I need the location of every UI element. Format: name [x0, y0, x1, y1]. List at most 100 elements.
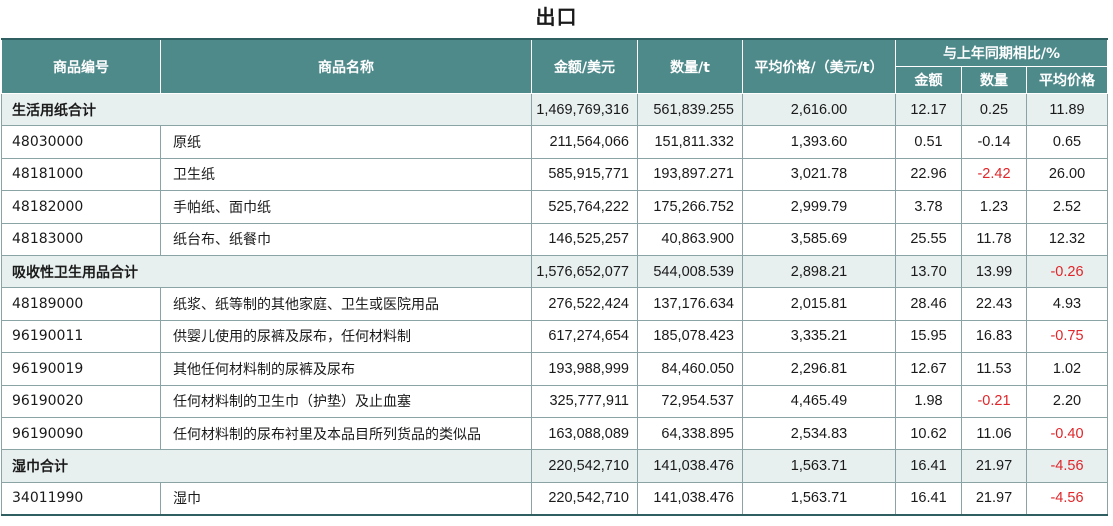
yoy-quantity: 11.53	[961, 352, 1027, 386]
avg-price: 3,021.78	[742, 157, 896, 192]
yoy-quantity: 11.06	[961, 416, 1027, 451]
yoy-avg-price: 1.02	[1025, 352, 1109, 386]
yoy-amount: 12.17	[895, 92, 962, 127]
avg-price: 3,335.21	[742, 319, 896, 354]
quantity-t: 72,954.537	[637, 384, 743, 418]
amount-usd: 325,777,911	[531, 384, 638, 418]
yoy-amount: 1.98	[895, 384, 962, 418]
header-amount: 金额/美元	[531, 38, 638, 94]
yoy-avg-price: -0.26	[1025, 254, 1109, 289]
header-name: 商品名称	[160, 38, 532, 94]
yoy-amount: 28.46	[895, 287, 962, 321]
amount-usd: 1,576,652,077	[531, 254, 638, 289]
commodity-name: 其他任何材料制的尿裤及尿布	[160, 352, 532, 386]
export-table: 商品编号 商品名称 金额/美元 数量/t 平均价格/（美元/t） 与上年同期相比…	[1, 38, 1109, 517]
yoy-quantity: -2.42	[961, 157, 1027, 192]
yoy-amount: 25.55	[895, 222, 962, 256]
yoy-avg-price: -0.40	[1025, 416, 1109, 451]
avg-price: 1,563.71	[742, 481, 896, 517]
yoy-amount: 12.67	[895, 352, 962, 386]
yoy-quantity: 16.83	[961, 319, 1027, 354]
table-row: 96190020 任何材料制的卫生巾（护垫）及止血塞 325,777,911 72,9…	[1, 384, 1109, 418]
table-row: 96190019 其他任何材料制的尿裤及尿布 193,988,999 84,460.0…	[1, 352, 1109, 386]
table-row: 48181000 卫生纸 585,915,771 193,897.271 3,021.7…	[1, 157, 1109, 192]
quantity-t: 137,176.634	[637, 287, 743, 321]
quantity-t: 544,008.539	[637, 254, 743, 289]
yoy-avg-price: -4.56	[1025, 449, 1109, 483]
yoy-avg-price: -0.75	[1025, 319, 1109, 354]
amount-usd: 146,525,257	[531, 222, 638, 256]
avg-price: 2,898.21	[742, 254, 896, 289]
yoy-quantity: 11.78	[961, 222, 1027, 256]
amount-usd: 220,542,710	[531, 449, 638, 483]
commodity-code: 96190090	[1, 416, 161, 451]
avg-price: 2,534.83	[742, 416, 896, 451]
yoy-quantity: -0.21	[961, 384, 1027, 418]
header-yoy-amount: 金额	[895, 66, 962, 94]
yoy-quantity: 0.25	[961, 92, 1027, 127]
commodity-code: 96190020	[1, 384, 161, 418]
commodity-code: 34011990	[1, 481, 161, 517]
page-title: 出口	[535, 5, 578, 29]
yoy-quantity: 21.97	[961, 449, 1027, 483]
table-row: 34011990 湿巾 220,542,710 141,038.476 1,563.71…	[1, 481, 1109, 517]
yoy-amount: 22.96	[895, 157, 962, 192]
header-code: 商品编号	[1, 38, 161, 94]
amount-usd: 211,564,066	[531, 125, 638, 159]
header-yoy-avg-price: 平均价格	[1025, 66, 1109, 94]
amount-usd: 585,915,771	[531, 157, 638, 192]
amount-usd: 525,764,222	[531, 190, 638, 224]
quantity-t: 561,839.255	[637, 92, 743, 127]
quantity-t: 151,811.332	[637, 125, 743, 159]
quantity-t: 64,338.895	[637, 416, 743, 451]
avg-price: 1,393.60	[742, 125, 896, 159]
group-total-name: 生活用纸合计	[1, 92, 532, 127]
commodity-name: 原纸	[160, 125, 532, 159]
yoy-avg-price: 2.52	[1025, 190, 1109, 224]
yoy-amount: 16.41	[895, 481, 962, 517]
yoy-avg-price: 4.93	[1025, 287, 1109, 321]
yoy-avg-price: 26.00	[1025, 157, 1109, 192]
table-total-row: 湿巾合计 220,542,710 141,038.476 1,563.71 16.41 2…	[1, 449, 1109, 483]
table-row: 48189000 纸浆、纸等制的其他家庭、卫生或医院用品 276,522,424 13…	[1, 287, 1109, 321]
avg-price: 1,563.71	[742, 449, 896, 483]
quantity-t: 40,863.900	[637, 222, 743, 256]
commodity-name: 湿巾	[160, 481, 532, 517]
yoy-quantity: 1.23	[961, 190, 1027, 224]
commodity-code: 48183000	[1, 222, 161, 256]
commodity-name: 手帕纸、面巾纸	[160, 190, 532, 224]
amount-usd: 617,274,654	[531, 319, 638, 354]
amount-usd: 220,542,710	[531, 481, 638, 517]
yoy-quantity: 22.43	[961, 287, 1027, 321]
commodity-name: 纸台布、纸餐巾	[160, 222, 532, 256]
yoy-amount: 0.51	[895, 125, 962, 159]
table-total-row: 生活用纸合计 1,469,769,316 561,839.255 2,616.00 12…	[1, 92, 1109, 127]
commodity-code: 48182000	[1, 190, 161, 224]
amount-usd: 193,988,999	[531, 352, 638, 386]
yoy-amount: 15.95	[895, 319, 962, 354]
avg-price: 2,015.81	[742, 287, 896, 321]
commodity-code: 48030000	[1, 125, 161, 159]
header-avg-price: 平均价格/（美元/t）	[742, 38, 896, 94]
group-total-name: 吸收性卫生用品合计	[1, 254, 532, 289]
amount-usd: 1,469,769,316	[531, 92, 638, 127]
yoy-quantity: -0.14	[961, 125, 1027, 159]
commodity-name: 任何材料制的尿布衬里及本品目所列货品的类似品	[160, 416, 532, 451]
amount-usd: 276,522,424	[531, 287, 638, 321]
yoy-quantity: 21.97	[961, 481, 1027, 517]
quantity-t: 193,897.271	[637, 157, 743, 192]
header-yoy-quantity: 数量	[961, 66, 1027, 94]
yoy-amount: 3.78	[895, 190, 962, 224]
table-row: 96190090 任何材料制的尿布衬里及本品目所列货品的类似品 163,088,08…	[1, 416, 1109, 451]
table-row: 48030000 原纸 211,564,066 151,811.332 1,393.60…	[1, 125, 1109, 159]
commodity-code: 96190011	[1, 319, 161, 354]
table-row: 48182000 手帕纸、面巾纸 525,764,222 175,266.752 2,9…	[1, 190, 1109, 224]
table-row: 96190011 供婴儿使用的尿裤及尿布，任何材料制 617,274,654 185,…	[1, 319, 1109, 354]
group-total-name: 湿巾合计	[1, 449, 532, 483]
quantity-t: 141,038.476	[637, 481, 743, 517]
table-body: 生活用纸合计 1,469,769,316 561,839.255 2,616.00 12…	[1, 92, 1109, 517]
yoy-amount: 13.70	[895, 254, 962, 289]
avg-price: 2,296.81	[742, 352, 896, 386]
avg-price: 3,585.69	[742, 222, 896, 256]
commodity-code: 48181000	[1, 157, 161, 192]
